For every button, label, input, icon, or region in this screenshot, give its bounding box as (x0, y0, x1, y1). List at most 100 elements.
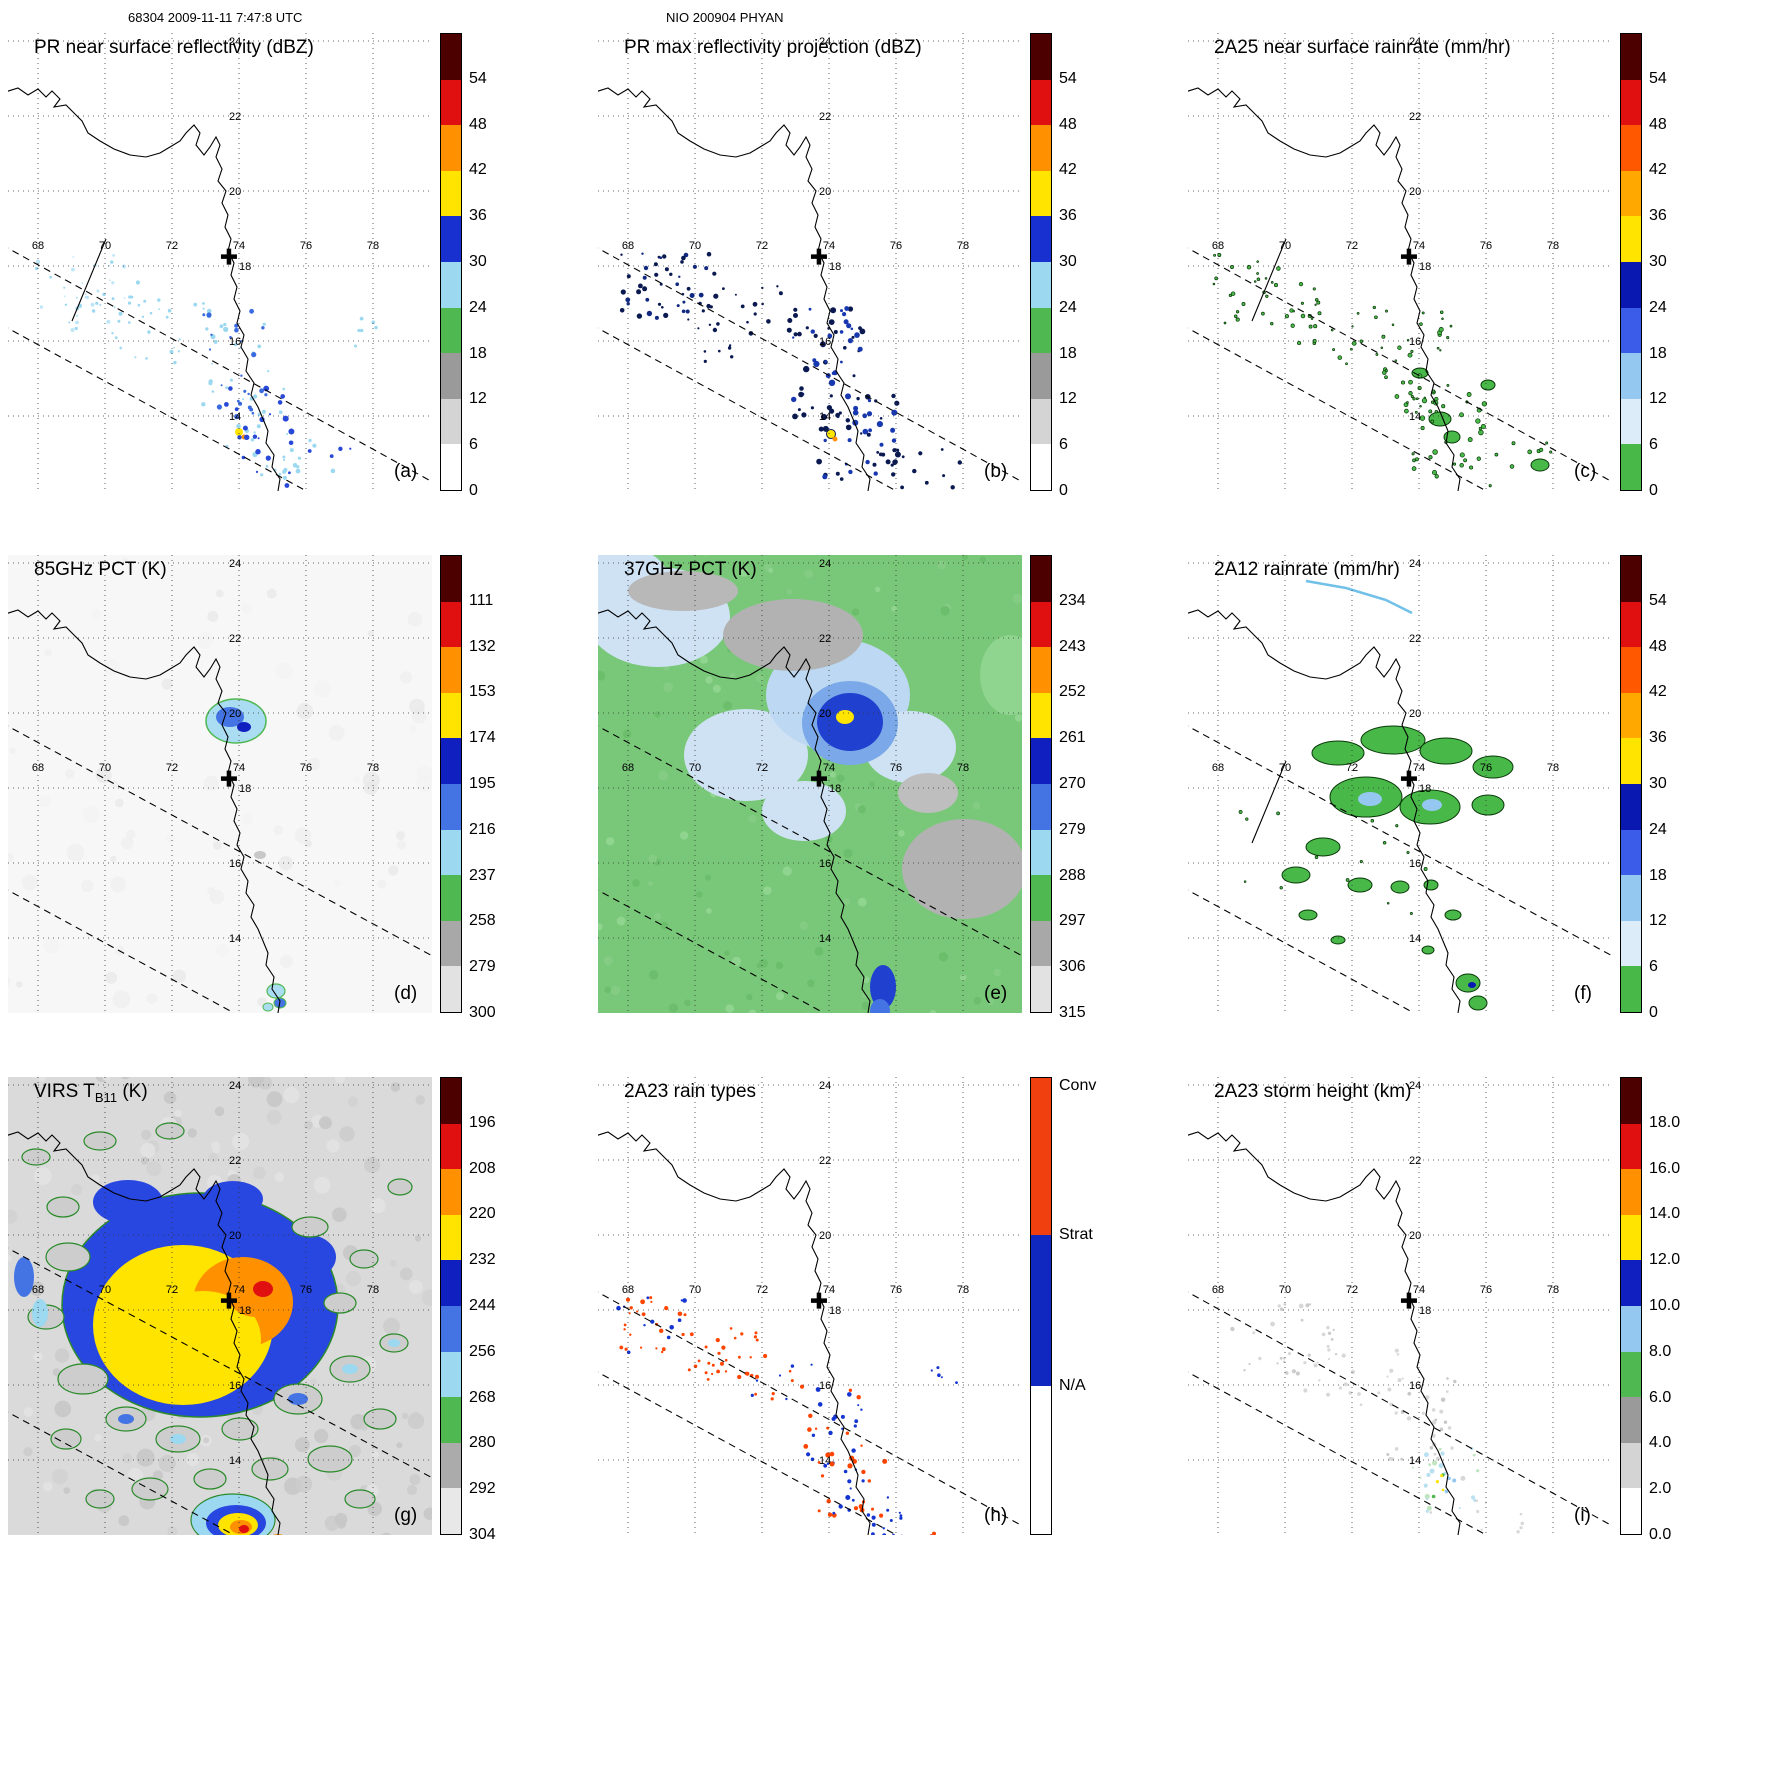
storm-center-marker (1400, 248, 1417, 265)
colorbar-segment (1031, 966, 1051, 1012)
colorbar-segment (1031, 34, 1051, 80)
colorbar-tick-label: 42 (1059, 161, 1077, 179)
lon-tick-label: 76 (890, 1284, 902, 1296)
colorbar-segment (1621, 1078, 1641, 1124)
panel-d-title: 85GHz PCT (K) (34, 559, 167, 580)
colorbar-segment (1621, 920, 1641, 967)
colorbar-segment (1621, 444, 1641, 490)
lat-tick-label: 16 (229, 1380, 241, 1392)
colorbar-segment (1621, 783, 1641, 830)
panel-f: 68 70 72 74 76 78 24 22 20 18 16 14 2A12 rainrate (… (1188, 555, 1736, 1021)
colorbar-tick-label: 268 (469, 1388, 496, 1406)
lat-tick-label: 18 (829, 261, 841, 273)
colorbar-segment (1621, 170, 1641, 217)
panel-b-colorbar (1030, 33, 1052, 491)
panel-e-colorbar-labels: 234 243 252 261 270 279 288 297 306 315 (1059, 555, 1139, 1021)
panel-b-title: PR max reflectivity projection (dBZ) (624, 37, 922, 58)
colorbar-tick-label: 16.0 (1649, 1159, 1681, 1177)
colorbar-segment (441, 601, 461, 648)
panel-h-letter: (h) (984, 1505, 1008, 1526)
map-85ghz-pct: 68 70 72 74 76 78 24 22 20 18 16 14 (8, 555, 432, 1013)
colorbar-tick-label: 42 (1649, 683, 1667, 701)
colorbar-tick-label: 0 (469, 482, 478, 499)
colorbar-tick-label: Conv (1059, 1077, 1097, 1095)
colorbar-tick-label: 30 (1059, 253, 1077, 270)
colorbar-segment (1031, 353, 1051, 399)
storm-center-marker (220, 248, 237, 265)
colorbar-segment (441, 738, 461, 784)
lon-tick-label: 68 (1212, 240, 1224, 252)
storm-center-marker (810, 1292, 827, 1309)
lon-tick-label: 78 (957, 1284, 969, 1296)
colorbar-tick-label: 258 (469, 912, 496, 930)
colorbar-segment (441, 1397, 461, 1443)
lat-tick-label: 14 (229, 1455, 241, 1467)
lon-tick-label: 78 (1547, 240, 1559, 252)
coastline (1188, 87, 1461, 491)
colorbar-segment (1621, 1397, 1641, 1443)
graticule-labels: 68 70 72 74 76 78 24 22 20 18 16 14 (32, 1080, 379, 1467)
colorbar-tick-label: 2.0 (1649, 1480, 1672, 1498)
data-blobs-layer (205, 698, 287, 1012)
colorbar-segment (1621, 1214, 1641, 1261)
colorbar-tick-label: 234 (1059, 591, 1086, 609)
colorbar-segment (1621, 601, 1641, 648)
data-speckles-layer (619, 251, 962, 490)
graticule-labels: 68 70 72 74 76 78 24 22 20 18 16 14 (32, 36, 379, 423)
lat-tick-label: 14 (229, 933, 241, 945)
colorbar-segment (1031, 601, 1051, 648)
colorbar-segment (1621, 216, 1641, 262)
colorbar-tick-label: 18.0 (1649, 1113, 1681, 1131)
lon-tick-label: 76 (300, 762, 312, 774)
colorbar-tick-label: 232 (469, 1251, 496, 1269)
graticule (8, 555, 432, 1013)
colorbar-tick-label: 280 (469, 1434, 496, 1452)
colorbar-segment (1621, 556, 1641, 602)
lon-tick-label: 68 (622, 1284, 634, 1296)
storm-center-marker (220, 770, 237, 787)
colorbar-segment (1031, 556, 1051, 602)
colorbar-tick-label: 315 (1059, 1004, 1086, 1021)
colorbar-segment (441, 875, 461, 921)
lat-tick-label: 16 (819, 336, 831, 348)
colorbar-segment (1621, 966, 1641, 1012)
swath-edge-lines (1188, 1291, 1612, 1535)
lon-tick-label: 74 (233, 240, 245, 252)
coastline (1188, 609, 1461, 1013)
panel-g: 68 70 72 74 76 78 24 22 20 18 16 14 VIRS TB11 (K) 1… (8, 1077, 556, 1543)
map-37ghz-pct: 68 70 72 74 76 78 24 22 20 18 16 14 (598, 555, 1022, 1013)
graticule (8, 33, 432, 491)
colorbar-segment (1621, 829, 1641, 876)
colorbar-segment (1621, 647, 1641, 693)
lon-tick-label: 72 (756, 762, 768, 774)
data-blobs-layer (1411, 367, 1550, 472)
colorbar-segment (441, 1123, 461, 1170)
lon-tick-label: 72 (756, 240, 768, 252)
colorbar-tick-label: 24 (1059, 298, 1077, 316)
colorbar-tick-label: 36 (1059, 207, 1077, 225)
data-blobs-layer (802, 681, 898, 1013)
colorbar-segment (1031, 307, 1051, 354)
graticule-labels: 68 70 72 74 76 78 24 22 20 18 16 14 (622, 1080, 969, 1467)
colorbar-tick-label: 256 (469, 1342, 496, 1360)
panel-e-letter: (e) (984, 983, 1008, 1004)
swath-edge-lines (1188, 238, 1612, 491)
colorbar-segment (441, 444, 461, 490)
colorbar-tick-label: 14.0 (1649, 1205, 1681, 1223)
lat-tick-label: 14 (1409, 1455, 1421, 1467)
panel-f-colorbar-labels: 54 48 42 36 30 24 18 12 6 0 (1649, 555, 1729, 1021)
panel-i-title: 2A23 storm height (km) (1214, 1081, 1412, 1102)
colorbar-tick-label: 12.0 (1649, 1251, 1681, 1269)
colorbar-segment (441, 556, 461, 602)
colorbar-segment (1621, 1260, 1641, 1306)
lon-tick-label: 74 (1413, 762, 1425, 774)
colorbar-tick-label: 36 (1649, 729, 1667, 747)
colorbar-segment (441, 829, 461, 876)
colorbar-tick-label: 306 (1059, 958, 1086, 976)
colorbar-segment (1031, 398, 1051, 445)
colorbar-tick-label: 6.0 (1649, 1388, 1672, 1406)
panel-c: 68 70 72 74 76 78 24 22 20 18 16 14 2A25 near surfa… (1188, 33, 1736, 499)
colorbar-segment (1031, 170, 1051, 217)
lon-tick-label: 76 (300, 1284, 312, 1296)
lon-tick-label: 74 (823, 240, 835, 252)
